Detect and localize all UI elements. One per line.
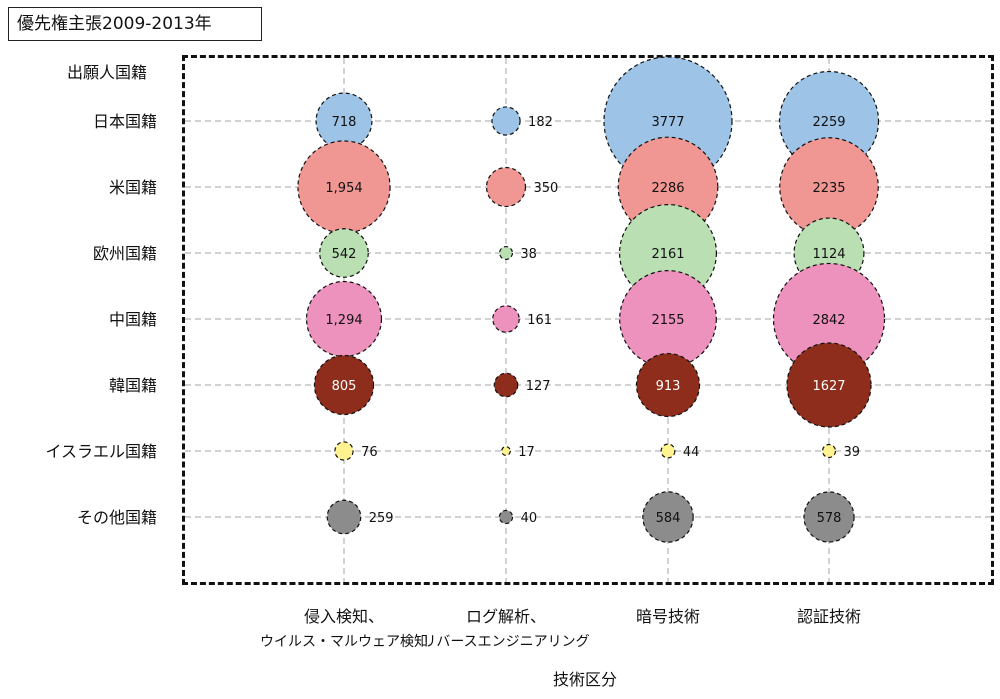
data-label: 182	[528, 115, 553, 130]
bubble	[786, 342, 872, 428]
y-tick-label: イスラエル国籍	[45, 442, 157, 461]
data-label: 39	[844, 445, 861, 460]
bubble	[326, 499, 362, 535]
bubble	[642, 491, 694, 543]
y-tick-label: 米国籍	[109, 178, 157, 197]
bubble	[498, 509, 514, 525]
bubble	[491, 106, 521, 136]
data-label: 1627	[812, 379, 845, 394]
plot-area-frame	[182, 55, 994, 585]
bubble	[313, 354, 375, 416]
data-label: 350	[533, 181, 558, 196]
data-label: 40	[521, 511, 538, 526]
y-tick-label: 中国籍	[109, 310, 157, 329]
x-tick-label: 暗号技術	[636, 607, 700, 626]
data-label: 805	[332, 379, 357, 394]
bubble	[501, 446, 511, 456]
data-label: 718	[332, 115, 357, 130]
data-label: 127	[526, 379, 551, 394]
bubble	[485, 166, 527, 208]
data-label: 44	[683, 445, 700, 460]
data-label: 161	[527, 313, 552, 328]
bubble	[803, 491, 855, 543]
bubble	[493, 372, 519, 398]
data-label: 542	[332, 247, 357, 262]
data-label: 1,954	[325, 181, 362, 196]
bubble	[492, 305, 520, 333]
bubble	[635, 352, 701, 418]
chart-title: 優先権主張2009-2013年	[8, 7, 262, 41]
series-1: 1,954 350 2286 2235	[297, 136, 879, 238]
x-tick-label-line2: リバースエンジニアリング	[422, 634, 589, 650]
bubble	[334, 441, 354, 461]
bubble	[319, 228, 369, 278]
bubble	[821, 443, 837, 459]
series-6: 259 40 584 578	[326, 491, 855, 543]
bubble	[660, 443, 676, 459]
data-label: 578	[817, 511, 842, 526]
series-4: 805 127 913 1627	[313, 342, 872, 428]
y-axis-header: 出願人国籍	[67, 63, 147, 82]
data-label: 913	[656, 379, 681, 394]
series-5: 76 17 44 39	[334, 441, 861, 461]
data-label: 584	[656, 511, 681, 526]
data-label: 76	[361, 445, 378, 460]
data-label: 1124	[812, 247, 845, 262]
bubble	[498, 245, 514, 261]
x-axis-label: 技術区分	[553, 670, 617, 689]
data-label: 2259	[812, 115, 845, 130]
x-tick-label-line2: ウイルス・マルウェア検知	[260, 633, 428, 650]
data-label: 2235	[812, 181, 845, 196]
x-tick-label: 認証技術	[797, 607, 861, 626]
y-tick-label: その他国籍	[77, 508, 157, 527]
x-tick-label: 侵入検知、	[304, 607, 384, 626]
y-tick-label: 韓国籍	[109, 376, 157, 395]
data-label: 3777	[651, 115, 684, 130]
data-label: 2842	[812, 313, 845, 328]
data-label: 17	[518, 445, 535, 460]
data-label: 1,294	[325, 313, 362, 328]
x-tick-label: ログ解析、	[466, 607, 546, 626]
bubble	[619, 270, 717, 368]
series-2: 542 38 2161 1124	[319, 203, 865, 303]
data-label: 38	[520, 247, 537, 262]
data-label: 2161	[651, 247, 684, 262]
series-3: 1,294 161 2155 2842	[305, 262, 886, 376]
data-label: 2155	[651, 313, 684, 328]
data-label: 2286	[651, 181, 684, 196]
data-label: 259	[369, 511, 394, 526]
y-tick-label: 欧州国籍	[93, 244, 157, 263]
y-tick-label: 日本国籍	[93, 112, 157, 131]
